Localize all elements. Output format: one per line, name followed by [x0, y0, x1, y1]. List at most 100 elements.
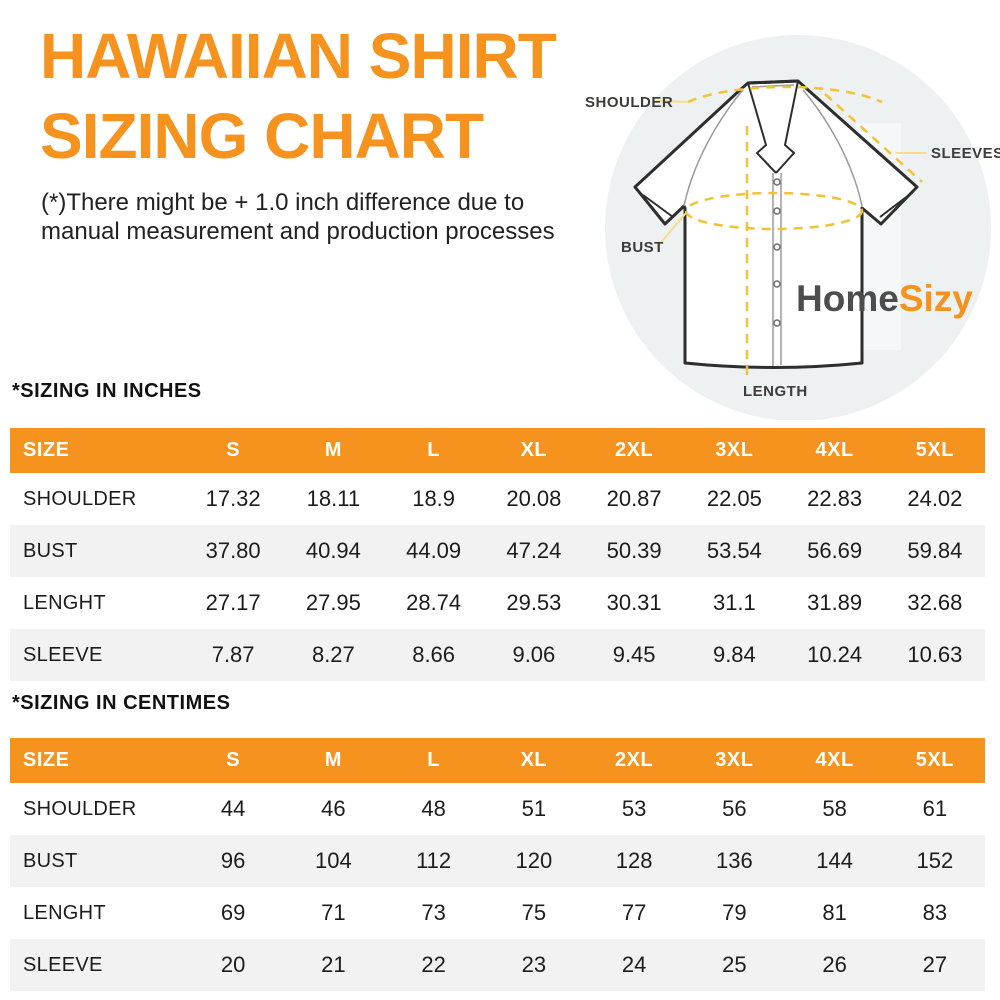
table-row: SHOULDER 17.32 18.11 18.9 20.08 20.87 22.05 22.… — [10, 473, 985, 525]
value-cell: 21 — [321, 952, 346, 977]
value-cell: 22 — [421, 952, 446, 977]
table-row: BUST 96 104 112 120 128 136 144 152 — [10, 835, 985, 887]
value-cell: 83 — [922, 900, 948, 925]
header-cell: 5XL — [884, 428, 985, 473]
value-cell: 28.74 — [406, 590, 462, 615]
value-cell: 10.63 — [907, 642, 963, 667]
row-label: SLEEVE — [23, 953, 103, 976]
header-cell: XL — [483, 428, 584, 473]
value-cell: 9.84 — [712, 642, 756, 667]
value-cell: 40.94 — [305, 538, 361, 563]
value-cell: 18.9 — [412, 486, 456, 511]
row-label: LENGHT — [23, 591, 106, 614]
header-cell-size: SIZE — [10, 738, 183, 783]
shirt-diagram-svg: H — [585, 35, 1000, 421]
header-cell: M — [283, 738, 384, 783]
header-cell: 5XL — [884, 738, 985, 783]
value-cell: 50.39 — [606, 538, 662, 563]
value-cell: 27.17 — [205, 590, 261, 615]
header-cell: 4XL — [784, 738, 885, 783]
sizing-table-centimes: SIZE S M L XL 2XL 3XL 4XL 5XL SHOULDER 44 46 48 51 53 5… — [10, 738, 985, 991]
value-cell: 71 — [321, 900, 346, 925]
value-cell: 58 — [822, 796, 847, 821]
value-cell: 104 — [315, 848, 352, 873]
value-cell: 8.27 — [311, 642, 355, 667]
value-cell: 31.89 — [807, 590, 863, 615]
value-cell: 27 — [922, 952, 948, 977]
shoulder-measure-line — [687, 85, 883, 104]
table-header-row: SIZE S M L XL 2XL 3XL 4XL 5XL — [10, 738, 985, 783]
bust-measure-line — [684, 191, 864, 231]
value-cell: 44.09 — [406, 538, 462, 563]
header-cell: XL — [483, 738, 584, 783]
header-cell: 4XL — [784, 428, 885, 473]
value-cell: 7.87 — [211, 642, 255, 667]
value-cell: 20 — [220, 952, 246, 977]
value-cell: 144 — [816, 848, 853, 873]
value-cell: 31.1 — [712, 590, 756, 615]
value-cell: 32.68 — [907, 590, 963, 615]
bust-label: BUST — [621, 239, 664, 256]
value-cell: 59.84 — [907, 538, 963, 563]
sizing-table-inches: SIZE S M L XL 2XL 3XL 4XL 5XL SHOULDER 17.32 18.11 1… — [10, 428, 985, 681]
measurement-dashed-lines — [684, 85, 923, 377]
value-cell: 75 — [521, 900, 547, 925]
row-label: BUST — [23, 849, 78, 872]
value-cell: 23 — [521, 952, 547, 977]
measurement-disclaimer: (*)There might be + 1.0 inch difference … — [41, 189, 555, 245]
shirt-buttons — [773, 178, 781, 327]
value-cell: 26 — [822, 952, 847, 977]
value-cell: 53.54 — [706, 538, 762, 563]
value-cell: 128 — [615, 848, 653, 873]
logo-sizy: Sizy — [899, 278, 973, 319]
value-cell: 81 — [822, 900, 847, 925]
size-table: SIZE S M L XL 2XL 3XL 4XL 5XL SHOULDER 17.32 18.11 1… — [10, 428, 985, 681]
value-cell: 56.69 — [807, 538, 863, 563]
value-cell: 20.08 — [506, 486, 562, 511]
value-cell: 79 — [722, 900, 747, 925]
value-cell: 24 — [621, 952, 647, 977]
value-cell: 136 — [716, 848, 753, 873]
header-cell: 2XL — [584, 428, 685, 473]
value-cell: 48 — [421, 796, 446, 821]
row-label: SHOULDER — [23, 797, 137, 820]
section-label-centimes: *SIZING IN CENTIMES — [12, 692, 231, 714]
value-cell: 20.87 — [606, 486, 662, 511]
table-row: LENGHT 69 71 73 75 77 79 81 83 — [10, 887, 985, 939]
header-cell: L — [383, 738, 484, 783]
value-cell: 77 — [621, 900, 647, 925]
value-cell: 69 — [220, 900, 246, 925]
value-cell: 120 — [515, 848, 553, 873]
value-cell: 24.02 — [907, 486, 963, 511]
logo-home: Home — [796, 278, 899, 319]
header-cell: M — [283, 428, 384, 473]
table-row: BUST 37.80 40.94 44.09 47.24 50.39 53.54 56.69 5… — [10, 525, 985, 577]
row-label: SLEEVE — [23, 643, 103, 666]
sleeves-label: SLEEVES — [931, 145, 1000, 162]
value-cell: 46 — [321, 796, 346, 821]
value-cell: 22.05 — [706, 486, 762, 511]
value-cell: 17.32 — [205, 486, 261, 511]
row-label: LENGHT — [23, 901, 106, 924]
header-cell: S — [183, 738, 284, 783]
value-cell: 10.24 — [807, 642, 863, 667]
value-cell: 8.66 — [412, 642, 456, 667]
value-cell: 53 — [621, 796, 647, 821]
value-cell: 73 — [421, 900, 446, 925]
table-row: SLEEVE 20 21 22 23 24 25 26 27 — [10, 939, 985, 991]
value-cell: 47.24 — [506, 538, 562, 563]
sleeve-measure-line — [824, 93, 923, 183]
value-cell: 56 — [722, 796, 747, 821]
value-cell: 30.31 — [606, 590, 662, 615]
leader-lines — [655, 100, 926, 248]
shoulder-label: SHOULDER — [585, 94, 673, 111]
value-cell: 27.95 — [305, 590, 361, 615]
section-label-inches: *SIZING IN INCHES — [12, 380, 202, 402]
value-cell: 25 — [722, 952, 747, 977]
value-cell: 9.06 — [512, 642, 556, 667]
size-table: SIZE S M L XL 2XL 3XL 4XL 5XL SHOULDER 44 46 48 51 53 5… — [10, 738, 985, 991]
value-cell: 37.80 — [205, 538, 261, 563]
shirt-measurement-diagram: H — [580, 20, 1000, 421]
value-cell: 9.45 — [612, 642, 656, 667]
header-cell: 3XL — [684, 738, 785, 783]
